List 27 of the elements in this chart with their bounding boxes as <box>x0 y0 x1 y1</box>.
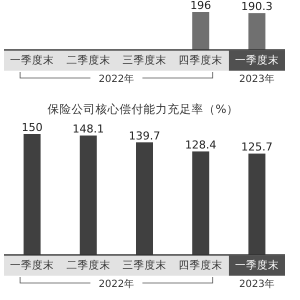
data-label: 128.4 <box>184 138 216 152</box>
x-tick-label: 一季度末 <box>234 53 279 66</box>
data-label: 150 <box>22 121 43 134</box>
x-tick-label: 三季度末 <box>122 258 166 272</box>
bar <box>192 151 210 255</box>
data-label: 139.7 <box>128 129 160 142</box>
data-label: 196 <box>190 0 212 12</box>
chart-title: 保险公司核心偿付能力充足率（%） <box>48 102 238 116</box>
bar <box>80 136 97 255</box>
data-label: 125.7 <box>241 140 273 154</box>
data-label: 190.3 <box>241 0 273 14</box>
x-tick-label: 四季度末 <box>178 258 223 272</box>
x-tick-label: 一季度末 <box>234 258 279 272</box>
bar <box>136 142 153 255</box>
text: 2022年 <box>98 73 134 85</box>
text: 2023年 <box>239 278 275 290</box>
x-tick-label: 二季度末 <box>66 258 110 272</box>
bar <box>24 134 41 255</box>
text: 2022年 <box>98 278 134 290</box>
bar <box>248 154 266 255</box>
x-tick-label: 一季度末 <box>10 53 54 66</box>
data-label: 148.1 <box>72 122 104 136</box>
x-tick-label: 三季度末 <box>122 53 166 66</box>
text: 2023年 <box>239 73 275 85</box>
x-tick-label: 一季度末 <box>10 258 54 272</box>
x-tick-label: 二季度末 <box>66 53 110 66</box>
x-tick-label: 四季度末 <box>178 53 223 66</box>
